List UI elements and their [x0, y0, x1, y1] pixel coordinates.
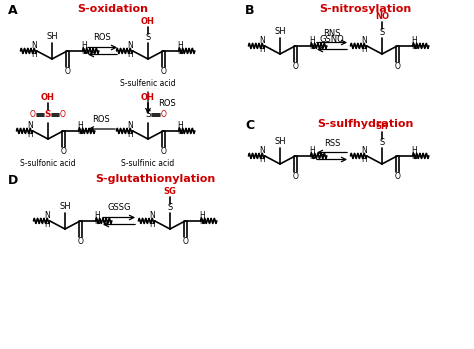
Text: N: N	[259, 36, 264, 45]
Text: O: O	[292, 62, 298, 70]
Text: SG: SG	[164, 187, 176, 196]
Text: OH: OH	[141, 93, 155, 102]
Text: H: H	[82, 42, 88, 50]
Text: SH: SH	[274, 27, 286, 36]
Text: H: H	[31, 50, 36, 59]
Text: N: N	[200, 217, 205, 227]
Text: N: N	[127, 121, 133, 131]
Text: O: O	[30, 110, 36, 119]
Text: H: H	[361, 45, 366, 54]
Text: GSNO: GSNO	[319, 36, 345, 45]
Text: OH: OH	[41, 93, 55, 102]
Text: N: N	[127, 42, 133, 50]
Text: S: S	[146, 33, 151, 42]
Text: O: O	[394, 62, 400, 70]
Text: O: O	[160, 147, 166, 156]
Text: H: H	[200, 211, 205, 221]
Text: H: H	[412, 146, 418, 155]
Text: N: N	[310, 42, 316, 51]
Text: N: N	[27, 121, 33, 131]
Text: N: N	[361, 36, 366, 45]
Text: N: N	[82, 47, 88, 57]
Text: ROS: ROS	[158, 98, 176, 107]
Text: S-sulfenic acid: S-sulfenic acid	[120, 80, 176, 89]
Text: H: H	[95, 211, 100, 221]
Text: S-nitrosylation: S-nitrosylation	[319, 4, 411, 14]
Text: N: N	[310, 153, 316, 161]
Text: S: S	[379, 28, 384, 37]
Text: N: N	[31, 42, 36, 50]
Text: O: O	[60, 110, 66, 119]
Text: S: S	[379, 138, 384, 147]
Text: H: H	[259, 45, 264, 54]
Text: SH: SH	[59, 202, 71, 211]
Text: N: N	[149, 211, 155, 221]
Text: N: N	[412, 153, 418, 161]
Text: N: N	[78, 127, 83, 136]
Text: H: H	[178, 42, 183, 50]
Text: S-sulfhydration: S-sulfhydration	[317, 119, 413, 129]
Text: S-glutathionylation: S-glutathionylation	[95, 174, 215, 184]
Text: O: O	[161, 110, 167, 119]
Text: N: N	[361, 146, 366, 155]
Text: S-sulfonic acid: S-sulfonic acid	[20, 159, 76, 169]
Text: S-oxidation: S-oxidation	[78, 4, 148, 14]
Text: O: O	[182, 237, 188, 246]
Text: SH: SH	[274, 137, 286, 146]
Text: O: O	[292, 172, 298, 180]
Text: H: H	[310, 36, 316, 45]
Text: O: O	[77, 237, 83, 246]
Text: RNS: RNS	[323, 29, 341, 37]
Text: O: O	[64, 67, 70, 76]
Text: S-sulfinic acid: S-sulfinic acid	[121, 159, 174, 169]
Text: H: H	[127, 131, 133, 139]
Text: N: N	[259, 146, 264, 155]
Text: OH: OH	[141, 17, 155, 26]
Text: H: H	[178, 121, 183, 131]
Text: H: H	[127, 50, 133, 59]
Text: B: B	[245, 4, 255, 17]
Text: N: N	[412, 42, 418, 51]
Text: H: H	[259, 155, 264, 164]
Text: O: O	[160, 67, 166, 76]
Text: N: N	[44, 211, 50, 221]
Text: N: N	[178, 47, 183, 57]
Text: H: H	[44, 221, 50, 229]
Text: S: S	[45, 110, 51, 119]
Text: ROS: ROS	[94, 32, 111, 42]
Text: S: S	[167, 203, 173, 212]
Text: H: H	[310, 146, 316, 155]
Text: RSS: RSS	[324, 139, 340, 148]
Text: H: H	[149, 221, 155, 229]
Text: O: O	[60, 147, 66, 156]
Text: H: H	[78, 121, 83, 131]
Text: A: A	[8, 4, 18, 17]
Text: NO: NO	[375, 12, 389, 21]
Text: SH: SH	[46, 32, 58, 41]
Text: SH: SH	[375, 122, 388, 131]
Text: C: C	[245, 119, 254, 132]
Text: GSSG: GSSG	[107, 203, 131, 213]
Text: O: O	[394, 172, 400, 180]
Text: S: S	[145, 110, 151, 119]
Text: N: N	[95, 217, 100, 227]
Text: H: H	[27, 131, 33, 139]
Text: H: H	[412, 36, 418, 45]
Text: H: H	[361, 155, 366, 164]
Text: N: N	[178, 127, 183, 136]
Text: ROS: ROS	[92, 114, 110, 124]
Text: D: D	[8, 174, 18, 187]
